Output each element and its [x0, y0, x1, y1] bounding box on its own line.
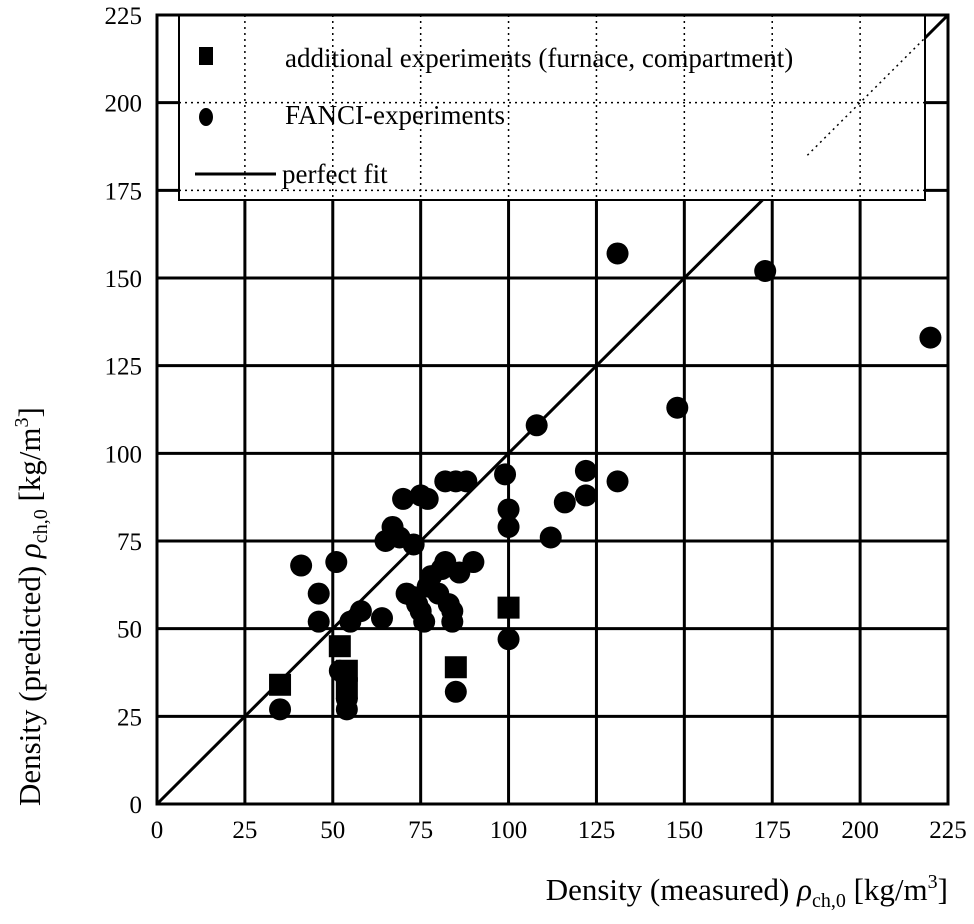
x-tick-label: 125 — [578, 817, 616, 844]
plot-frame — [155, 13, 950, 806]
fanci-experiment-point — [462, 551, 485, 574]
x-tick-label: 175 — [753, 817, 791, 844]
fanci-experiment-point — [666, 396, 689, 419]
fanci-experiment-point — [349, 600, 372, 623]
fanci-experiment-point — [497, 498, 520, 521]
y-tick-label: 50 — [117, 617, 142, 644]
fanci-experiment-point — [919, 326, 942, 349]
fanci-experiment-point — [392, 487, 415, 510]
x-tick-label: 100 — [490, 817, 528, 844]
fanci-experiment-point — [553, 491, 576, 514]
fanci-experiment-point — [444, 680, 467, 703]
fanci-experiment-point — [455, 470, 478, 493]
fanci-experiment-point — [539, 526, 562, 549]
fanci-experiment-point — [269, 698, 292, 721]
fanci-experiment-point — [325, 551, 348, 574]
y-tick-label: 25 — [117, 704, 142, 731]
fanci-experiment-point — [328, 659, 351, 682]
legend-circle-marker — [199, 108, 213, 126]
fanci-experiment-point — [497, 628, 520, 651]
x-tick-label: 0 — [151, 817, 164, 844]
fanci-experiment-point — [494, 463, 517, 486]
fanci-experiment-point — [754, 259, 777, 282]
fanci-experiment-point — [606, 242, 629, 265]
x-tick-label: 150 — [666, 817, 704, 844]
fanci-experiment-point — [574, 484, 597, 507]
additional-experiment-point — [444, 656, 467, 679]
x-tick-label: 200 — [841, 817, 879, 844]
x-tick-label: 25 — [232, 817, 257, 844]
fanci-experiment-point — [370, 607, 393, 630]
x-axis-label: Density (measured) ρch,0 [kg/m3] — [546, 871, 948, 912]
y-tick-label: 75 — [117, 529, 142, 556]
additional-experiment-point — [497, 596, 520, 619]
x-tick-label: 50 — [320, 817, 345, 844]
fanci-experiment-point — [413, 610, 436, 633]
additional-experiment-point — [269, 673, 292, 696]
legend-label-additional: additional experiments (furnace, compart… — [285, 43, 793, 73]
y-axis-label: Density (predicted) ρch,0 [kg/m3] — [11, 407, 52, 806]
fanci-experiment-point — [290, 554, 313, 577]
y-tick-label: 200 — [105, 91, 143, 118]
fanci-experiment-point — [402, 533, 425, 556]
fanci-experiment-point — [497, 515, 520, 538]
fanci-experiment-point — [335, 687, 358, 710]
y-tick-label: 0 — [130, 792, 143, 819]
x-tick-label: 75 — [408, 817, 433, 844]
legend-box — [178, 14, 926, 201]
x-tick-label: 225 — [929, 817, 967, 844]
tick-labels: 0 25 50 75 100 125 150 175 200 225 0 25 50 75 100 125 15… — [105, 3, 967, 844]
fanci-experiment-point — [441, 610, 464, 633]
fanci-experiment-point — [307, 610, 330, 633]
legend-label-perfect-fit: perfect fit — [282, 159, 388, 189]
y-tick-label: 100 — [105, 441, 143, 468]
fanci-experiment-point — [574, 459, 597, 482]
fanci-experiment-point — [606, 470, 629, 493]
legend: additional experiments (furnace, compart… — [178, 14, 949, 201]
additional-experiment-point — [328, 635, 351, 658]
legend-label-fanci: FANCI-experiments — [285, 100, 505, 130]
y-tick-label: 125 — [105, 354, 143, 381]
fanci-experiment-point — [416, 487, 439, 510]
y-tick-label: 150 — [105, 266, 143, 293]
y-tick-label: 175 — [105, 178, 143, 205]
legend-square-marker — [199, 47, 213, 65]
y-tick-label: 225 — [105, 3, 143, 30]
fanci-experiment-point — [307, 582, 330, 605]
